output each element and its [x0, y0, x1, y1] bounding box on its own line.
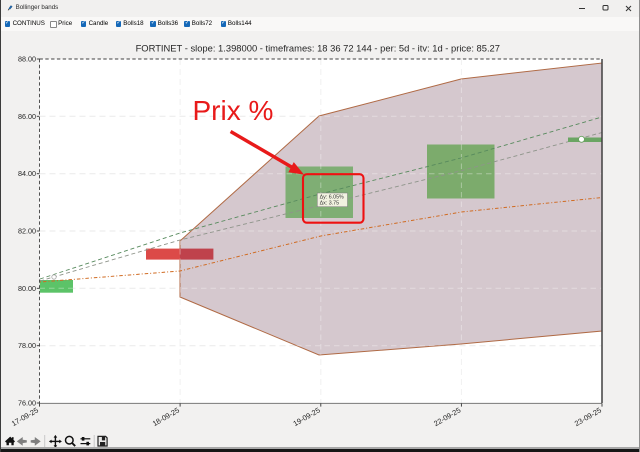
svg-text:88.00: 88.00: [18, 55, 36, 64]
svg-text:19-09-25: 19-09-25: [292, 406, 322, 429]
svg-text:86.00: 86.00: [18, 112, 36, 121]
svg-text:23-09-25: 23-09-25: [573, 406, 603, 429]
svg-text:78.00: 78.00: [18, 341, 36, 350]
svg-text:Δx: 3.75: Δx: 3.75: [320, 201, 339, 207]
svg-text:Δy: 6.05%: Δy: 6.05%: [320, 195, 344, 201]
svg-text:82.00: 82.00: [18, 227, 36, 236]
svg-text:84.00: 84.00: [18, 169, 36, 178]
svg-text:22-09-25: 22-09-25: [432, 406, 462, 429]
svg-text:18-09-25: 18-09-25: [151, 406, 181, 429]
svg-text:76.00: 76.00: [18, 399, 36, 408]
svg-text:FORTINET - slope: 1.398000 - t: FORTINET - slope: 1.398000 - timeframes:…: [136, 42, 500, 53]
svg-text:80.00: 80.00: [18, 284, 36, 293]
svg-text:17-09-25: 17-09-25: [10, 406, 40, 429]
svg-text:Prix %: Prix %: [193, 95, 274, 126]
